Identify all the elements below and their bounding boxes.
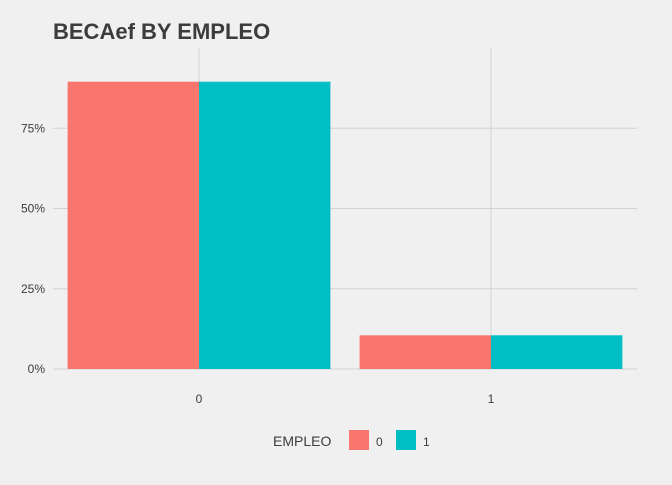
bar xyxy=(491,335,623,369)
bar xyxy=(67,81,199,369)
legend-key xyxy=(396,430,416,450)
y-tick-label: 0% xyxy=(28,362,46,376)
y-tick-labels: 0% 25% 50% 75% xyxy=(21,121,45,376)
y-tick-label: 25% xyxy=(21,282,45,296)
bars xyxy=(67,81,623,369)
legend-key xyxy=(349,430,369,450)
legend-label: 0 xyxy=(376,435,383,449)
legend: EMPLEO 0 1 xyxy=(273,430,430,450)
legend-title: EMPLEO xyxy=(273,433,331,449)
bar xyxy=(199,81,331,369)
y-tick-label: 50% xyxy=(21,202,45,216)
legend-label: 1 xyxy=(423,435,430,449)
y-tick-label: 75% xyxy=(21,121,45,135)
x-tick-label: 1 xyxy=(488,392,495,406)
chart-title: BECAef BY EMPLEO xyxy=(53,19,270,44)
x-tick-label: 0 xyxy=(196,392,203,406)
bar xyxy=(359,335,491,369)
